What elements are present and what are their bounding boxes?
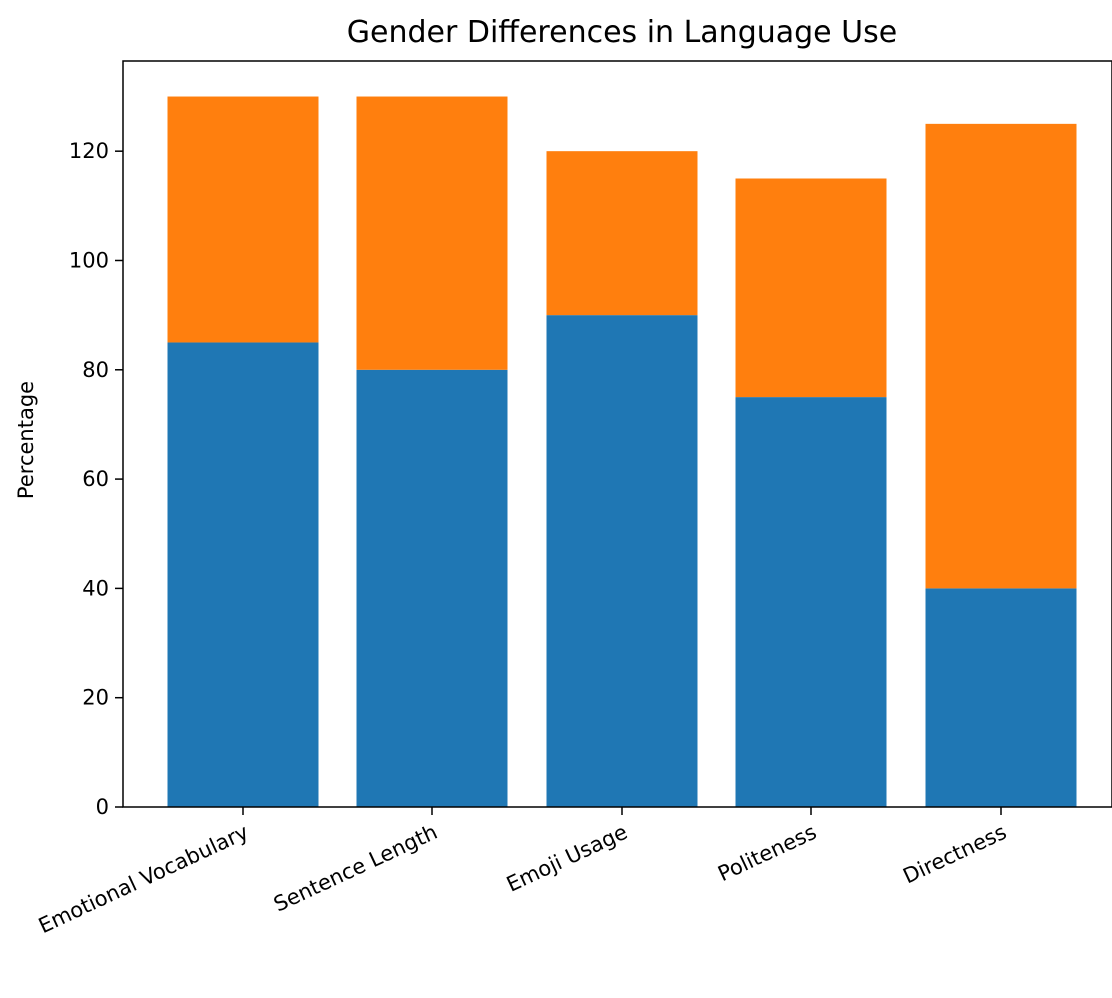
- bar-series1-emotional-vocabulary: [167, 342, 319, 807]
- y-tick-label: 20: [82, 686, 109, 710]
- chart-title: Gender Differences in Language Use: [347, 15, 897, 50]
- bar-series2-emoji-usage: [546, 151, 698, 316]
- x-tick-label: Emotional Vocabulary: [35, 820, 252, 938]
- y-tick-label: 40: [82, 576, 109, 600]
- bar-series2-emotional-vocabulary: [167, 96, 319, 343]
- x-tick-label: Politeness: [714, 820, 820, 886]
- bar-series1-directness: [925, 588, 1077, 807]
- bar-series1-politeness: [735, 397, 887, 807]
- x-tick-label: Sentence Length: [270, 820, 441, 917]
- x-tick-label: Emoji Usage: [503, 820, 631, 897]
- bar-series1-sentence-length: [356, 369, 508, 807]
- bar-series2-politeness: [735, 178, 887, 398]
- bar-series2-directness: [925, 123, 1077, 589]
- y-axis-label: Percentage: [14, 381, 38, 499]
- y-tick-label: 60: [82, 467, 109, 491]
- y-axis-ticks: 0 20 40 60 80 100 120: [69, 139, 123, 819]
- bar-series1-emoji-usage: [546, 315, 698, 807]
- bars: [167, 96, 1077, 807]
- bar-series2-sentence-length: [356, 96, 508, 370]
- y-tick-label: 100: [69, 248, 109, 272]
- plot-frame: [122, 60, 1112, 808]
- y-tick-label: 0: [96, 795, 109, 819]
- y-tick-label: 80: [82, 358, 109, 382]
- x-axis-ticks: Emotional Vocabulary Sentence Length Emoji…: [35, 807, 1010, 938]
- y-tick-label: 120: [69, 139, 109, 163]
- x-tick-label: Directness: [899, 820, 1010, 889]
